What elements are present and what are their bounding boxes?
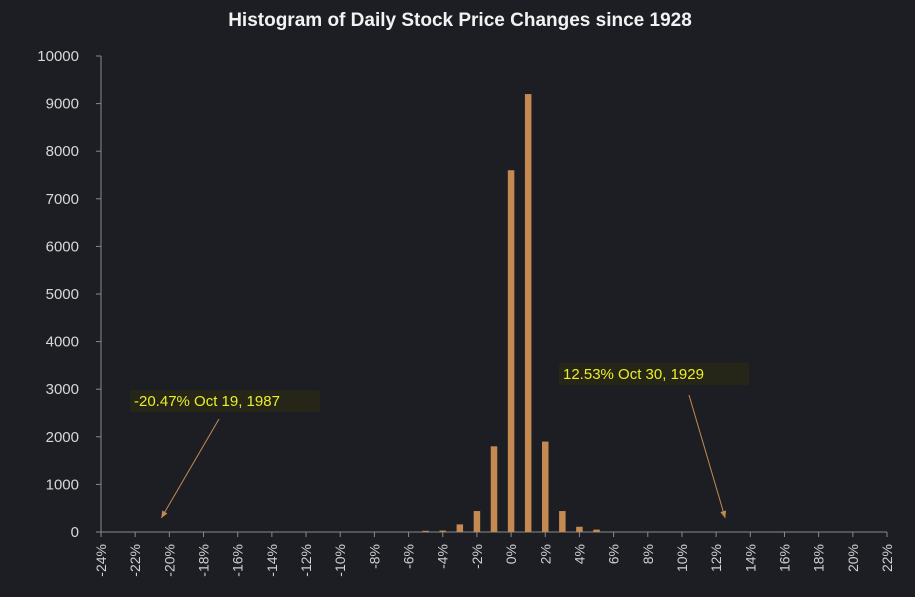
annotation-highlight — [559, 363, 749, 385]
y-tick-label: 5000 — [46, 286, 79, 303]
histogram-bar — [507, 170, 515, 533]
x-tick-label: 2% — [537, 544, 553, 564]
x-tick-label: -14% — [264, 544, 280, 577]
x-tick-label: 16% — [776, 544, 792, 572]
x-tick-label: 10% — [674, 544, 690, 572]
chart-title: Histogram of Daily Stock Price Changes s… — [228, 10, 692, 31]
histogram-bar — [473, 511, 481, 532]
y-tick-label: 1000 — [46, 476, 79, 493]
annotations: -20.47% Oct 19, 1987 12.53% Oct 30, 1929 — [130, 363, 749, 519]
y-tick-label: 2000 — [46, 429, 79, 446]
y-tick-label: 8000 — [46, 143, 79, 160]
x-tick-label: -24% — [93, 544, 109, 577]
x-tick-label: -8% — [366, 544, 382, 569]
y-tick-label: 9000 — [46, 96, 79, 113]
x-tick-label: -4% — [435, 544, 451, 569]
histogram-bar — [593, 529, 600, 532]
x-tick-label: 22% — [879, 544, 895, 572]
x-tick-label: -6% — [401, 544, 417, 569]
x-tick-label: 6% — [606, 544, 622, 564]
annotation-arrow-head — [161, 510, 168, 518]
y-tick-label: 4000 — [46, 334, 79, 351]
y-tick-label: 6000 — [46, 238, 79, 255]
annotation-label: 12.53% Oct 30, 1929 — [563, 366, 704, 383]
x-tick-label: 14% — [742, 544, 758, 572]
annotation-arrow — [688, 394, 726, 519]
x-tick-label: 18% — [811, 544, 827, 572]
x-axis: -24% -22% -20% -18% -16% -14% -12% -10% -8% -6% -4… — [93, 532, 895, 577]
y-tick-label: 10000 — [37, 48, 79, 65]
histogram-bar — [559, 511, 566, 532]
x-tick-label: 8% — [640, 544, 656, 564]
x-tick-label: 0% — [503, 544, 519, 564]
histogram-bar — [542, 441, 549, 532]
histogram-bar — [576, 526, 583, 532]
x-tick-label: -18% — [196, 544, 212, 577]
annotation-label: -20.47% Oct 19, 1987 — [134, 393, 280, 410]
histogram-bar — [439, 530, 446, 532]
bars — [422, 94, 600, 533]
x-tick-label: -22% — [127, 544, 143, 577]
x-tick-label: -12% — [298, 544, 314, 577]
y-tick-label: 7000 — [46, 191, 79, 208]
x-tick-label: -10% — [332, 544, 348, 577]
annotation-highlight — [130, 390, 320, 412]
histogram-bar — [490, 446, 498, 532]
x-tick-label: -16% — [230, 544, 246, 577]
annotation-arrow — [160, 418, 220, 519]
histogram-bar — [456, 524, 464, 532]
x-tick-label: -20% — [161, 544, 177, 577]
x-tick-label: 20% — [845, 544, 861, 572]
y-tick-label: 0 — [71, 524, 79, 541]
annotation-arrow-head — [720, 510, 727, 518]
x-tick-label: 12% — [708, 544, 724, 572]
histogram-bar — [524, 94, 532, 532]
y-axis: 0 1000 2000 3000 4000 5000 6000 7000 8000 9000 100… — [37, 48, 101, 541]
histogram-bar — [422, 530, 429, 532]
x-tick-label: -2% — [469, 544, 485, 569]
y-tick-label: 3000 — [46, 381, 79, 398]
x-tick-label: 4% — [571, 544, 587, 564]
